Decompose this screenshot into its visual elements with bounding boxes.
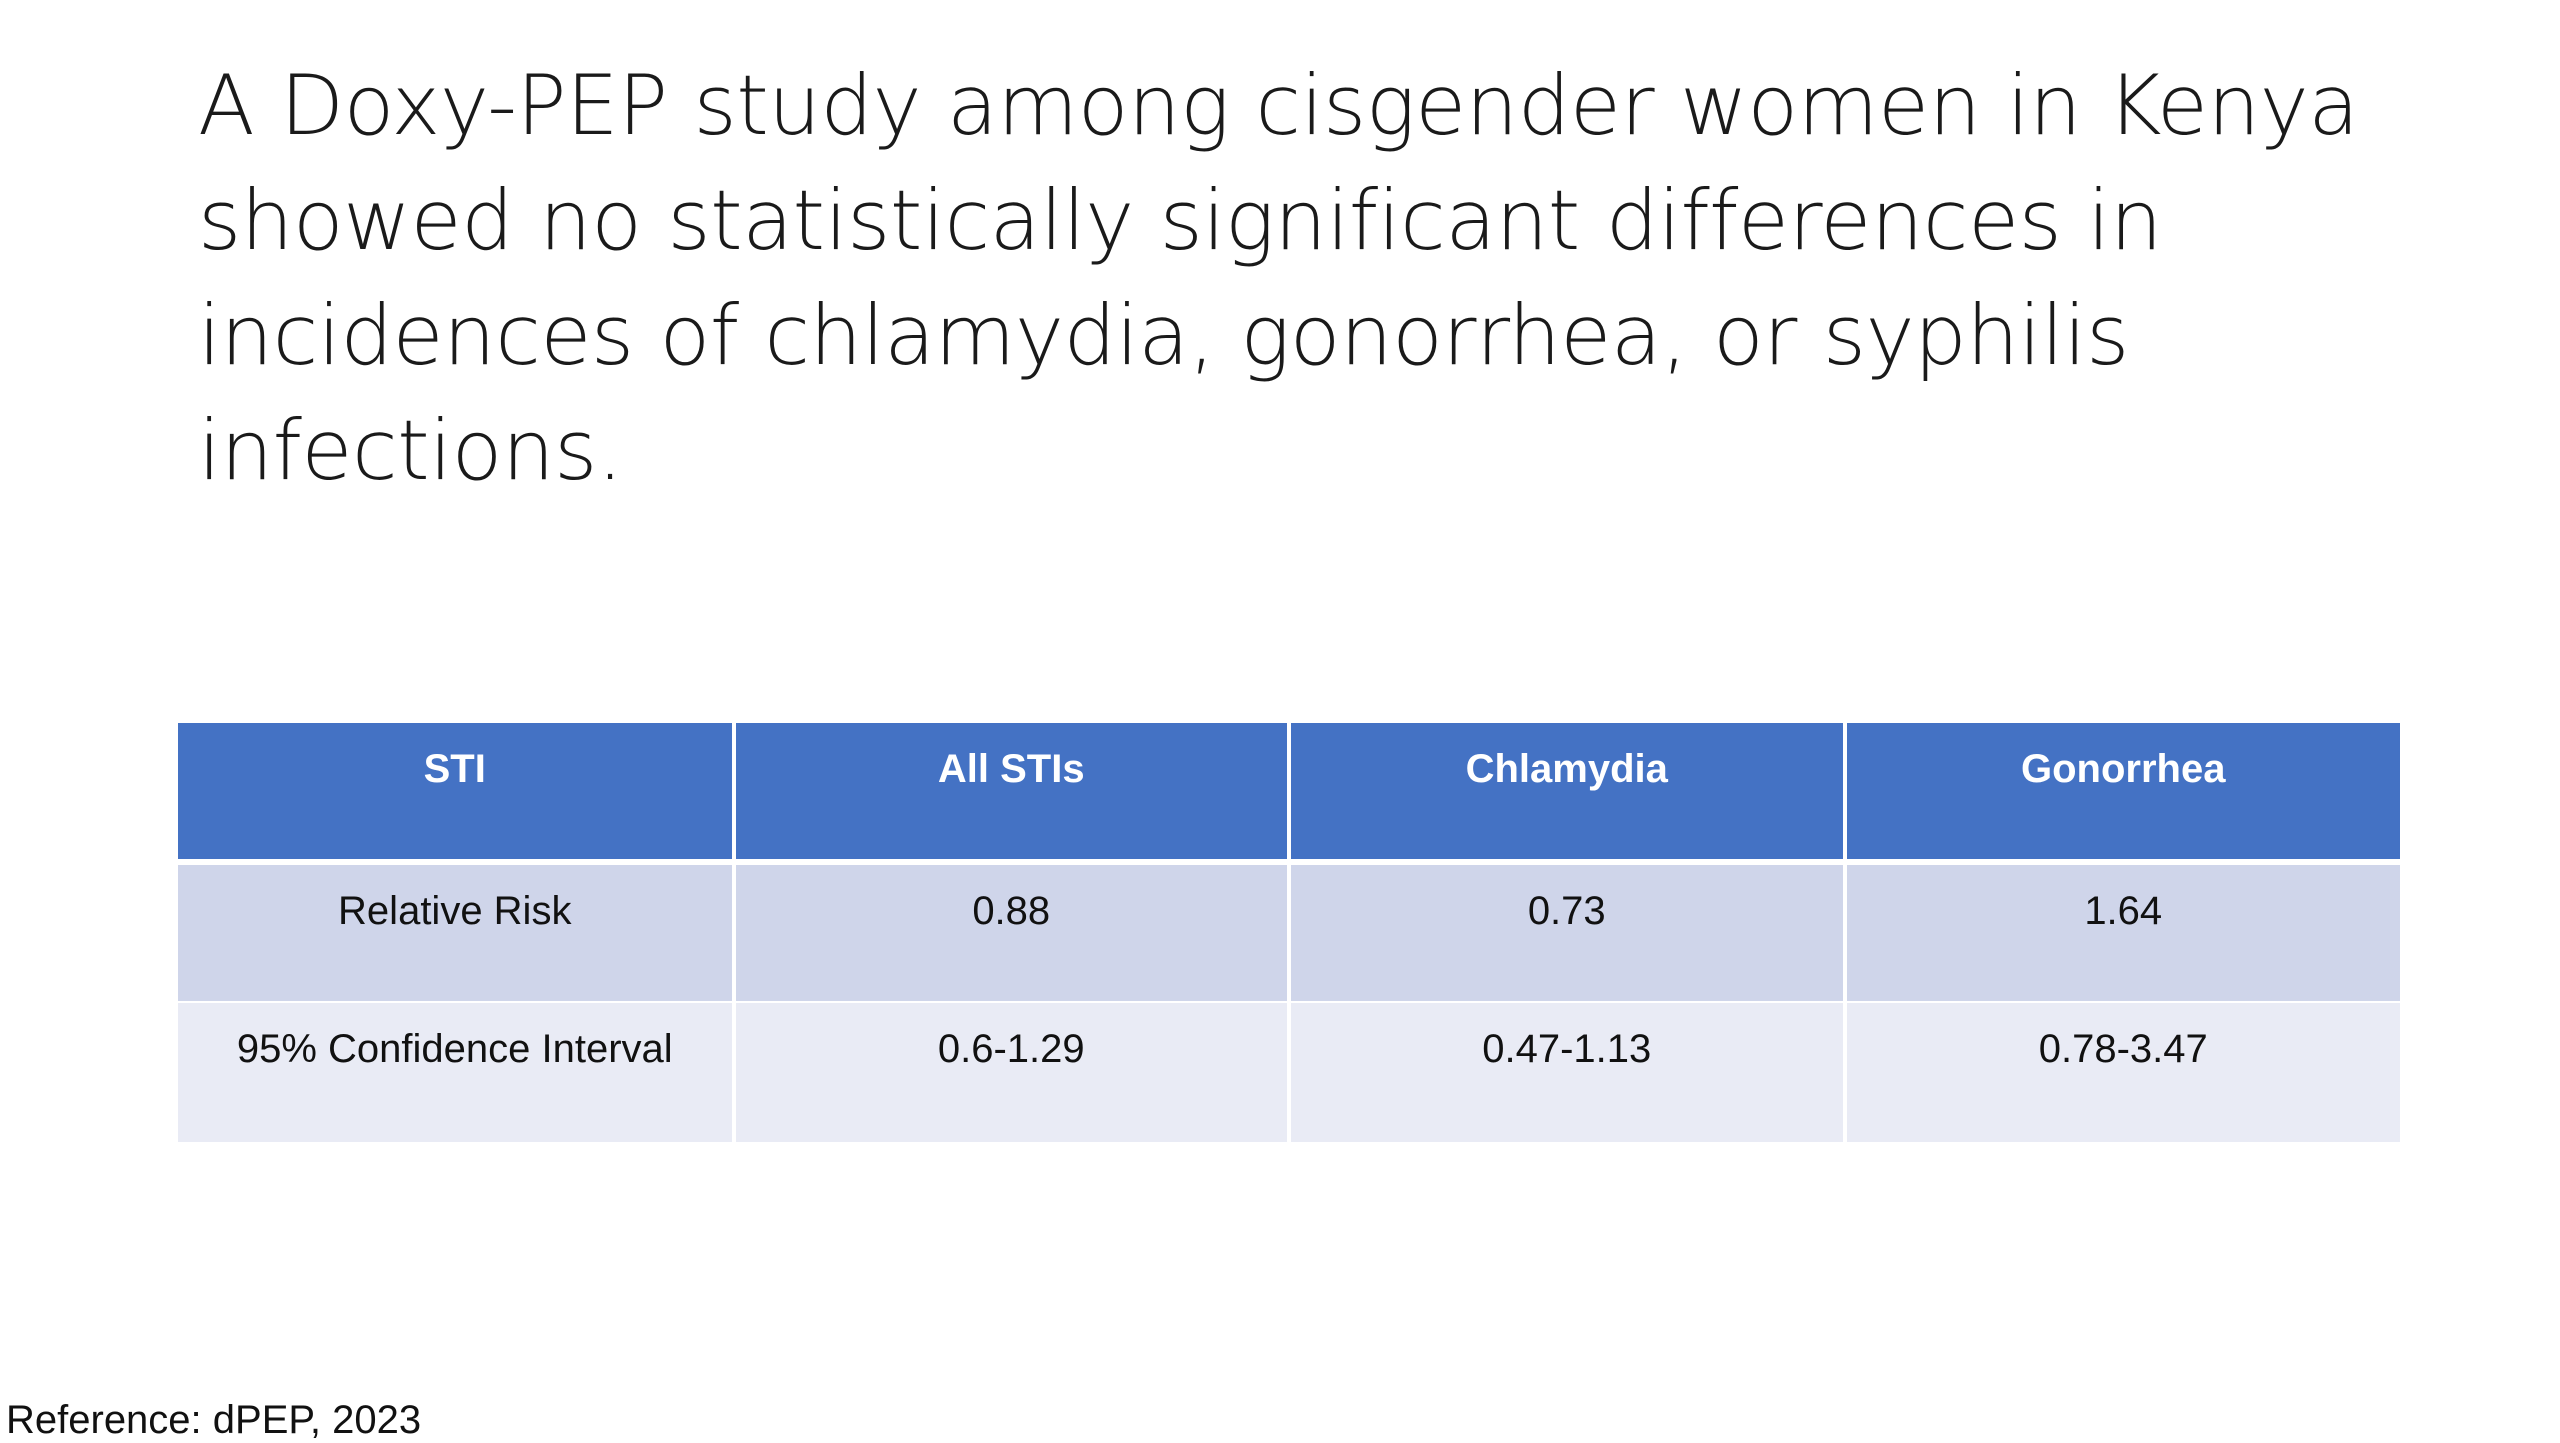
table-row: 95% Confidence Interval 0.6-1.29 0.47-1.… (178, 1002, 2400, 1142)
header-cell-chlamydia: Chlamydia (1287, 723, 1847, 865)
table-header-row: STI All STIs Chlamydia Gonorrhea (178, 723, 2400, 865)
header-cell-sti: STI (178, 723, 736, 865)
header-cell-gonorrhea: Gonorrhea (1842, 723, 2400, 865)
reference-note: Reference: dPEP, 2023 (6, 1398, 422, 1442)
header-cell-all-stis: All STIs (731, 723, 1291, 865)
table-row: Relative Risk 0.88 0.73 1.64 (178, 862, 2400, 1003)
slide-title: A Doxy-PEP study among cisgender women i… (198, 57, 2359, 499)
table-cell: 0.78-3.47 (1842, 1002, 2400, 1142)
table-cell: 0.73 (1287, 862, 1847, 1003)
table-cell: 1.64 (1842, 862, 2400, 1003)
row-label-relative-risk: Relative Risk (178, 862, 736, 1003)
table-cell: 0.6-1.29 (731, 1002, 1291, 1142)
row-label-confidence-interval: 95% Confidence Interval (178, 1002, 736, 1142)
table-cell: 0.47-1.13 (1287, 1002, 1847, 1142)
results-table: STI All STIs Chlamydia Gonorrhea Relativ… (178, 723, 2400, 1142)
table-cell: 0.88 (731, 862, 1291, 1003)
